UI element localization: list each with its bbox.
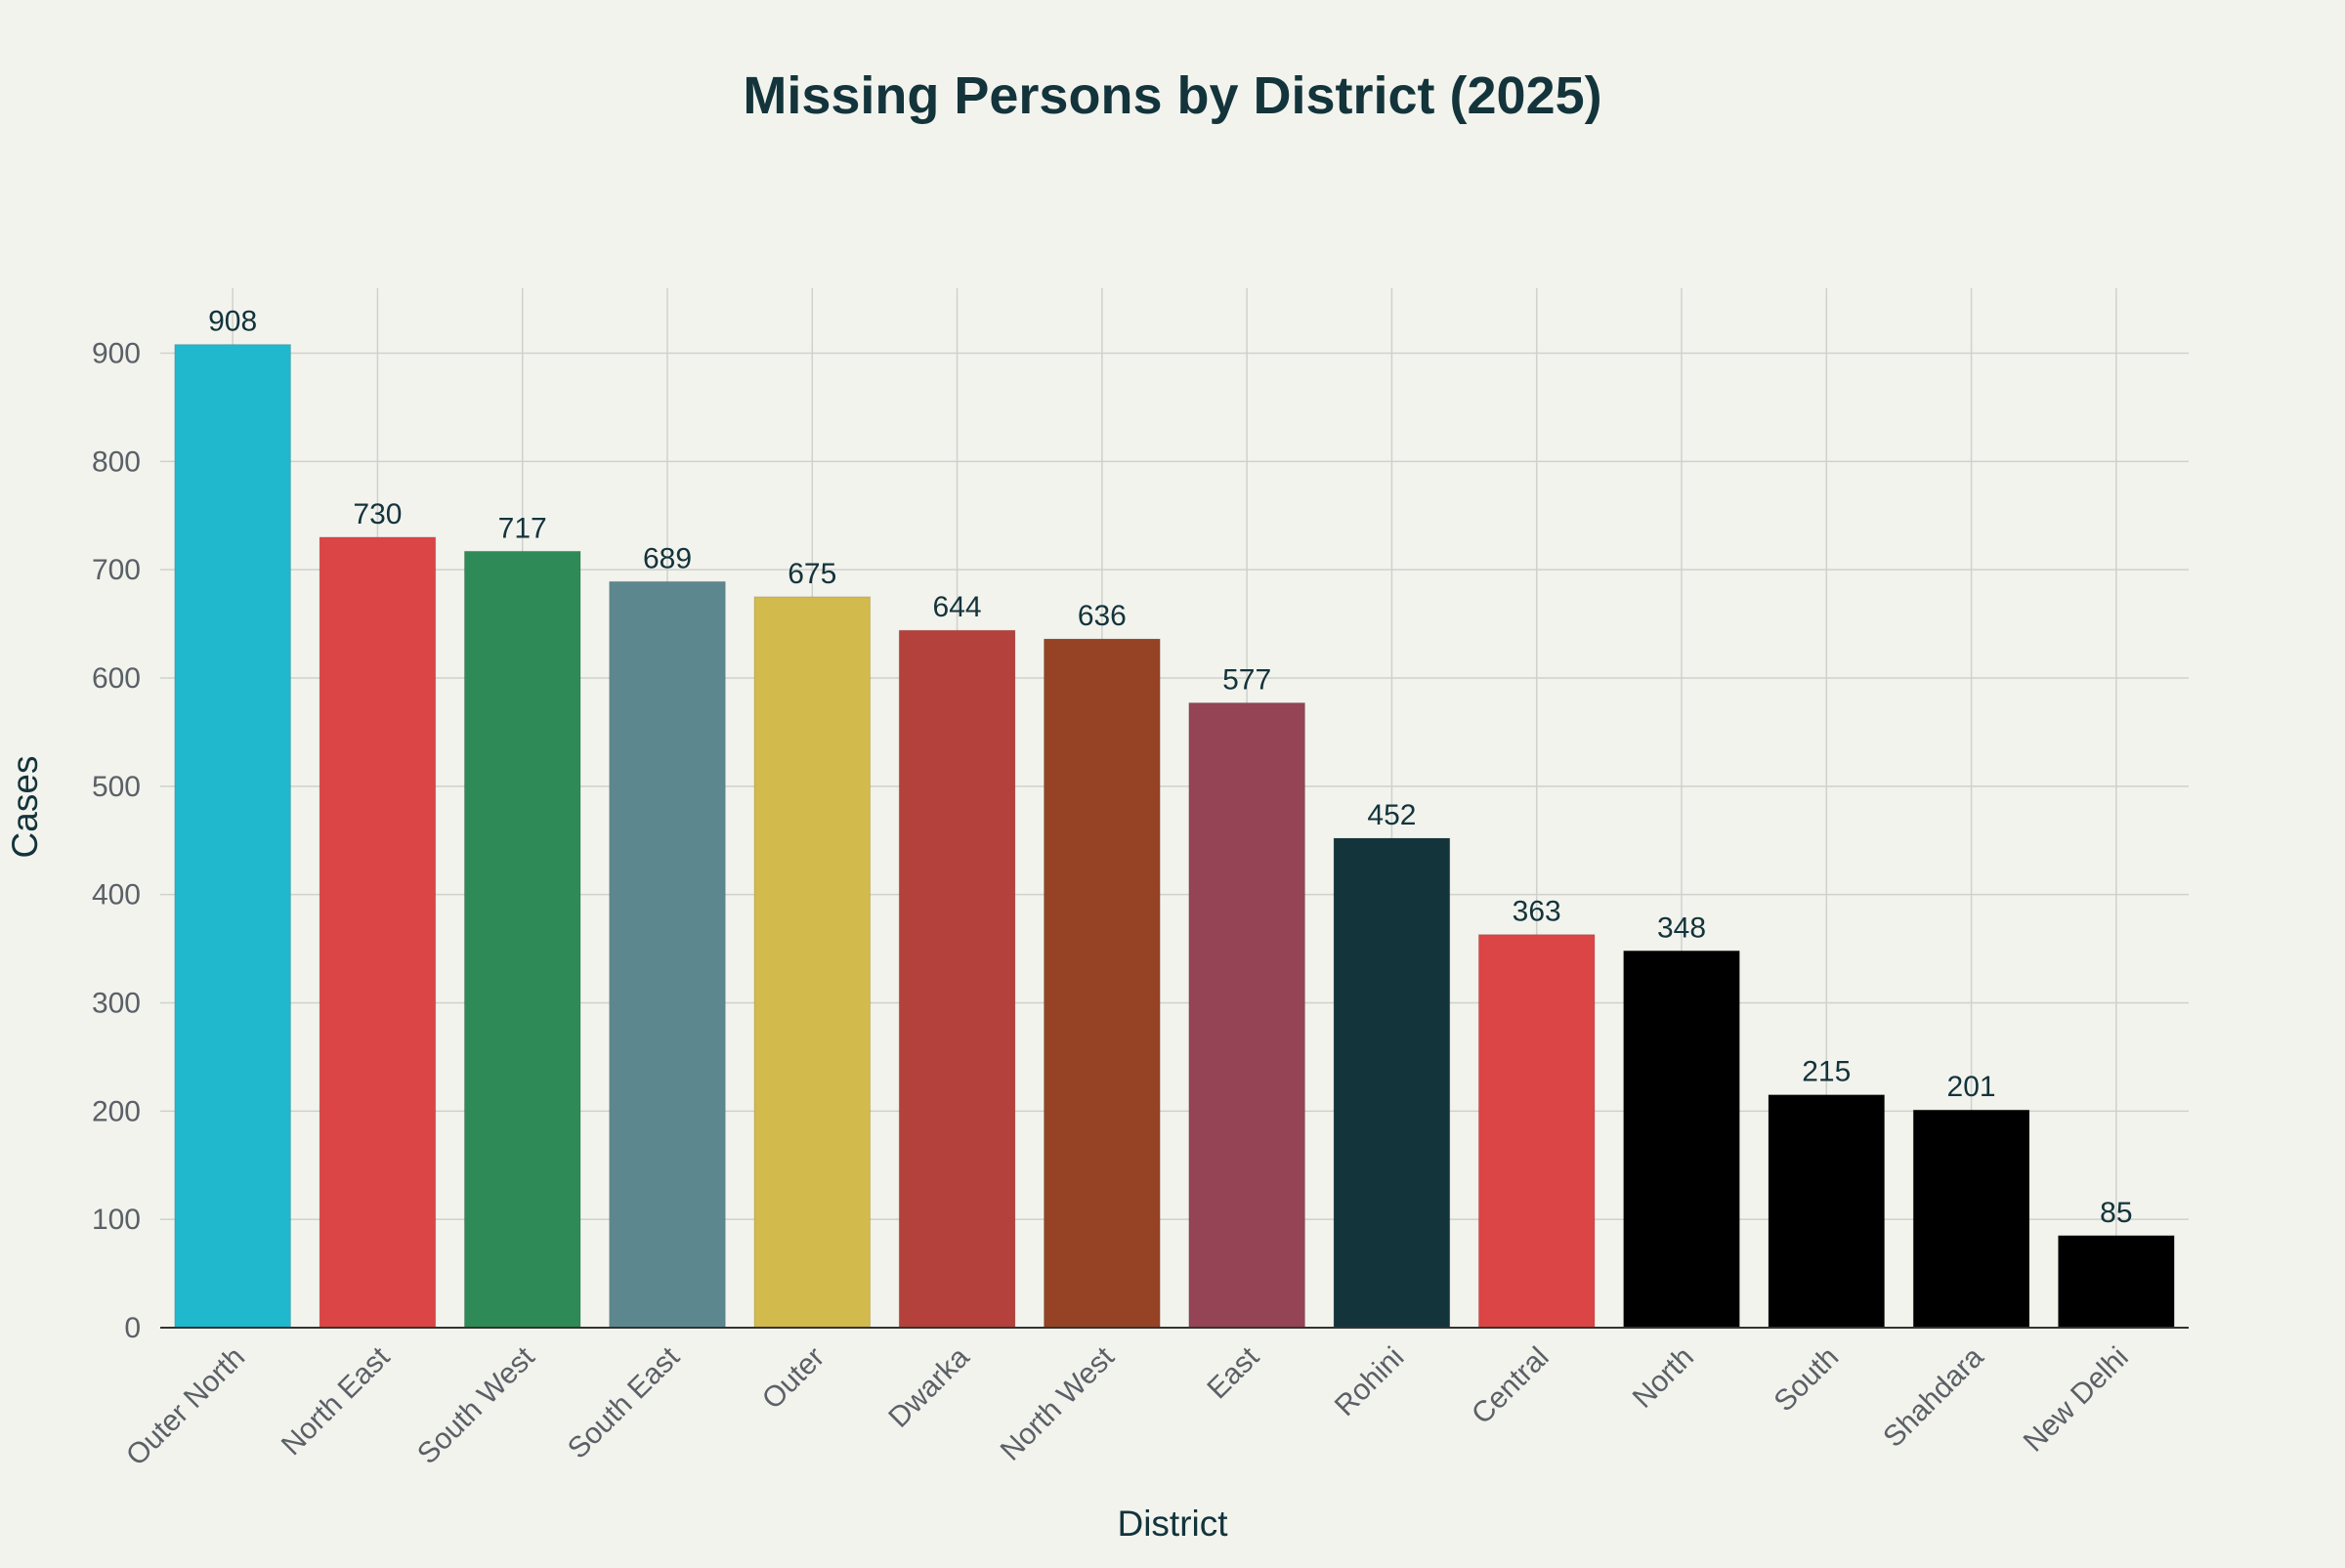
- bar-outer-north[interactable]: [174, 344, 291, 1329]
- data-label: 675: [788, 558, 836, 590]
- chart-title: Missing Persons by District (2025): [743, 66, 1601, 125]
- data-label: 644: [933, 591, 982, 623]
- data-label: 908: [208, 306, 257, 338]
- bar-north[interactable]: [1623, 950, 1740, 1329]
- x-tick-label: North West: [995, 1340, 1122, 1467]
- y-tick-label: 700: [92, 554, 141, 586]
- x-tick-label: South West: [411, 1340, 541, 1470]
- bar-central[interactable]: [1477, 934, 1596, 1329]
- y-tick-label: 300: [92, 988, 141, 1020]
- x-axis-title: District: [1117, 1504, 1228, 1544]
- bar-layer: [174, 344, 2175, 1329]
- data-label-layer: 908 730 717 689 675 644 636 577 452 363 348 215 201 8…: [208, 306, 2132, 1229]
- x-tick-label: East: [1201, 1340, 1265, 1405]
- bar-south[interactable]: [1768, 1094, 1886, 1329]
- y-tick-label: 200: [92, 1095, 141, 1127]
- data-label: 452: [1367, 799, 1416, 831]
- x-tick-label: Shahdara: [1877, 1340, 1990, 1454]
- data-label: 215: [1802, 1056, 1851, 1088]
- x-tick-label: Dwarka: [882, 1340, 975, 1433]
- data-label: 717: [498, 512, 547, 544]
- x-tick-label: Central: [1466, 1341, 1556, 1431]
- y-tick-label: 400: [92, 879, 141, 911]
- bar-east[interactable]: [1188, 701, 1305, 1329]
- x-tick-label: North: [1627, 1341, 1700, 1415]
- data-label: 363: [1513, 896, 1561, 928]
- y-tick-label: 600: [92, 662, 141, 695]
- x-tick-label: North East: [276, 1340, 397, 1462]
- y-tick-label: 900: [92, 338, 141, 370]
- bar-dwarka[interactable]: [898, 629, 1016, 1329]
- x-tick-label: Rohini: [1329, 1341, 1410, 1422]
- data-label: 636: [1078, 600, 1127, 632]
- x-tick-label: Outer North: [120, 1341, 251, 1472]
- data-label: 689: [643, 542, 692, 574]
- bar-north-west[interactable]: [1044, 638, 1161, 1329]
- bar-north-east[interactable]: [319, 536, 437, 1329]
- data-label: 201: [1947, 1071, 1996, 1103]
- x-tick-label: South: [1768, 1341, 1845, 1419]
- x-tick-label: South East: [562, 1340, 687, 1465]
- bar-rohini[interactable]: [1333, 837, 1451, 1329]
- data-label: 730: [353, 498, 402, 530]
- y-axis-title: Cases: [5, 756, 45, 859]
- x-tick-label: Outer: [756, 1341, 831, 1416]
- y-tick-label: 100: [92, 1204, 141, 1236]
- x-tick-label: New Delhi: [2018, 1341, 2135, 1459]
- data-label: 85: [2100, 1197, 2132, 1229]
- y-tick-label: 800: [92, 445, 141, 478]
- bar-outer[interactable]: [753, 596, 872, 1329]
- y-tick-label: 0: [124, 1312, 141, 1344]
- bar-south-west[interactable]: [463, 550, 581, 1329]
- data-label: 348: [1657, 911, 1706, 944]
- bar-new-delhi[interactable]: [2058, 1235, 2175, 1329]
- bar-south-east[interactable]: [609, 580, 726, 1329]
- data-label: 577: [1222, 663, 1271, 696]
- bar-shahdara[interactable]: [1912, 1109, 2030, 1329]
- y-tick-label: 500: [92, 771, 141, 803]
